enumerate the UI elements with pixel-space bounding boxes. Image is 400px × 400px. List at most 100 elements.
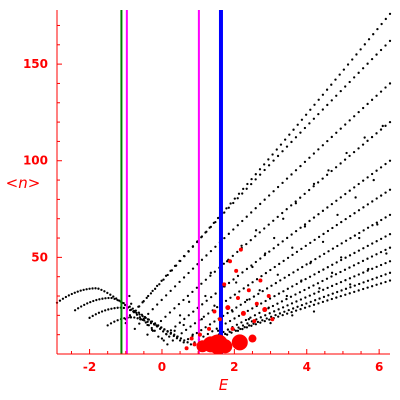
data-point <box>268 312 271 315</box>
data-point <box>388 213 392 217</box>
data-point <box>191 333 194 336</box>
data-point <box>182 341 185 344</box>
data-point <box>211 330 214 333</box>
data-point <box>303 306 307 309</box>
data-point <box>277 315 280 318</box>
data-point <box>271 304 275 308</box>
data-point <box>316 282 320 285</box>
data-point <box>107 308 110 311</box>
data-point <box>370 57 374 61</box>
data-point <box>308 305 311 308</box>
data-point <box>352 150 356 154</box>
data-point <box>321 209 325 212</box>
data-point <box>366 226 370 229</box>
data-point <box>265 317 268 320</box>
data-point <box>335 282 338 286</box>
data-point <box>335 131 338 134</box>
data-point <box>344 192 347 196</box>
data-point <box>261 290 264 293</box>
data-point <box>321 300 325 304</box>
data-point <box>264 271 268 275</box>
data-point <box>375 253 378 256</box>
vertical-lines-layer <box>120 10 223 354</box>
data-point <box>339 280 343 284</box>
red-bubble <box>192 342 197 347</box>
data-point <box>285 177 289 180</box>
data-point <box>357 182 360 186</box>
data-point <box>184 328 188 332</box>
data-point <box>357 71 360 74</box>
data-point <box>191 267 195 270</box>
data-point <box>109 293 112 296</box>
data-point <box>146 320 149 323</box>
data-point <box>381 124 384 128</box>
data-point <box>290 173 293 176</box>
data-point <box>362 287 365 291</box>
data-point <box>143 319 146 322</box>
data-point <box>370 135 374 139</box>
data-point <box>353 251 356 255</box>
data-point <box>336 213 339 217</box>
data-point <box>285 297 288 301</box>
data-point <box>371 224 374 227</box>
red-bubble <box>262 307 268 313</box>
data-point <box>106 291 109 295</box>
data-point <box>267 194 271 197</box>
data-point <box>64 295 68 299</box>
data-point <box>275 148 278 151</box>
data-point <box>259 202 262 206</box>
data-point <box>258 311 261 315</box>
data-point <box>226 328 230 331</box>
data-point <box>133 316 136 319</box>
data-point <box>286 256 290 260</box>
data-point <box>112 295 115 298</box>
data-point <box>292 307 295 310</box>
data-point <box>279 143 283 146</box>
data-point <box>233 293 237 296</box>
data-point <box>330 297 334 301</box>
data-point <box>110 296 113 300</box>
data-point <box>326 266 329 269</box>
data-point <box>253 314 257 317</box>
data-point <box>322 288 325 291</box>
data-point <box>259 321 262 324</box>
data-point <box>163 328 166 331</box>
data-point <box>307 286 311 289</box>
data-point <box>80 305 83 308</box>
data-point <box>244 318 248 322</box>
red-bubble <box>266 294 271 299</box>
data-point <box>292 271 295 274</box>
data-point <box>255 278 259 281</box>
data-point <box>225 207 228 210</box>
data-point <box>281 181 284 184</box>
data-point <box>241 271 244 274</box>
data-point <box>371 267 374 270</box>
data-point <box>254 207 257 210</box>
data-point <box>245 215 248 218</box>
data-point <box>279 279 282 282</box>
red-bubble <box>217 317 222 322</box>
data-point <box>294 293 297 296</box>
data-point <box>272 247 275 250</box>
data-point <box>273 236 276 240</box>
data-point <box>141 301 144 304</box>
data-point <box>375 240 378 243</box>
data-point <box>321 279 324 283</box>
data-point <box>357 289 360 292</box>
data-point <box>89 300 92 304</box>
axes-layer: -2 0 2 4 6 50 100 150 <box>23 10 390 374</box>
data-point <box>213 320 216 323</box>
data-point <box>178 314 182 317</box>
data-point <box>388 188 392 191</box>
data-point <box>276 154 280 158</box>
red-bubble <box>252 319 257 324</box>
data-point <box>353 212 356 215</box>
data-point <box>162 278 165 281</box>
data-point <box>321 93 325 96</box>
data-point <box>342 68 346 71</box>
data-point <box>339 127 342 130</box>
data-point <box>116 319 119 322</box>
data-point <box>375 94 378 97</box>
data-point <box>236 329 240 332</box>
data-point <box>384 235 387 238</box>
